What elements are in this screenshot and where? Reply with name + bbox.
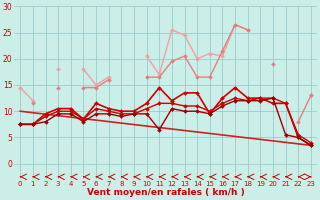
X-axis label: Vent moyen/en rafales ( km/h ): Vent moyen/en rafales ( km/h ): [87, 188, 244, 197]
